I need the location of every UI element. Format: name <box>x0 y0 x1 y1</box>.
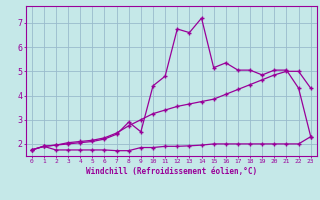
X-axis label: Windchill (Refroidissement éolien,°C): Windchill (Refroidissement éolien,°C) <box>86 167 257 176</box>
